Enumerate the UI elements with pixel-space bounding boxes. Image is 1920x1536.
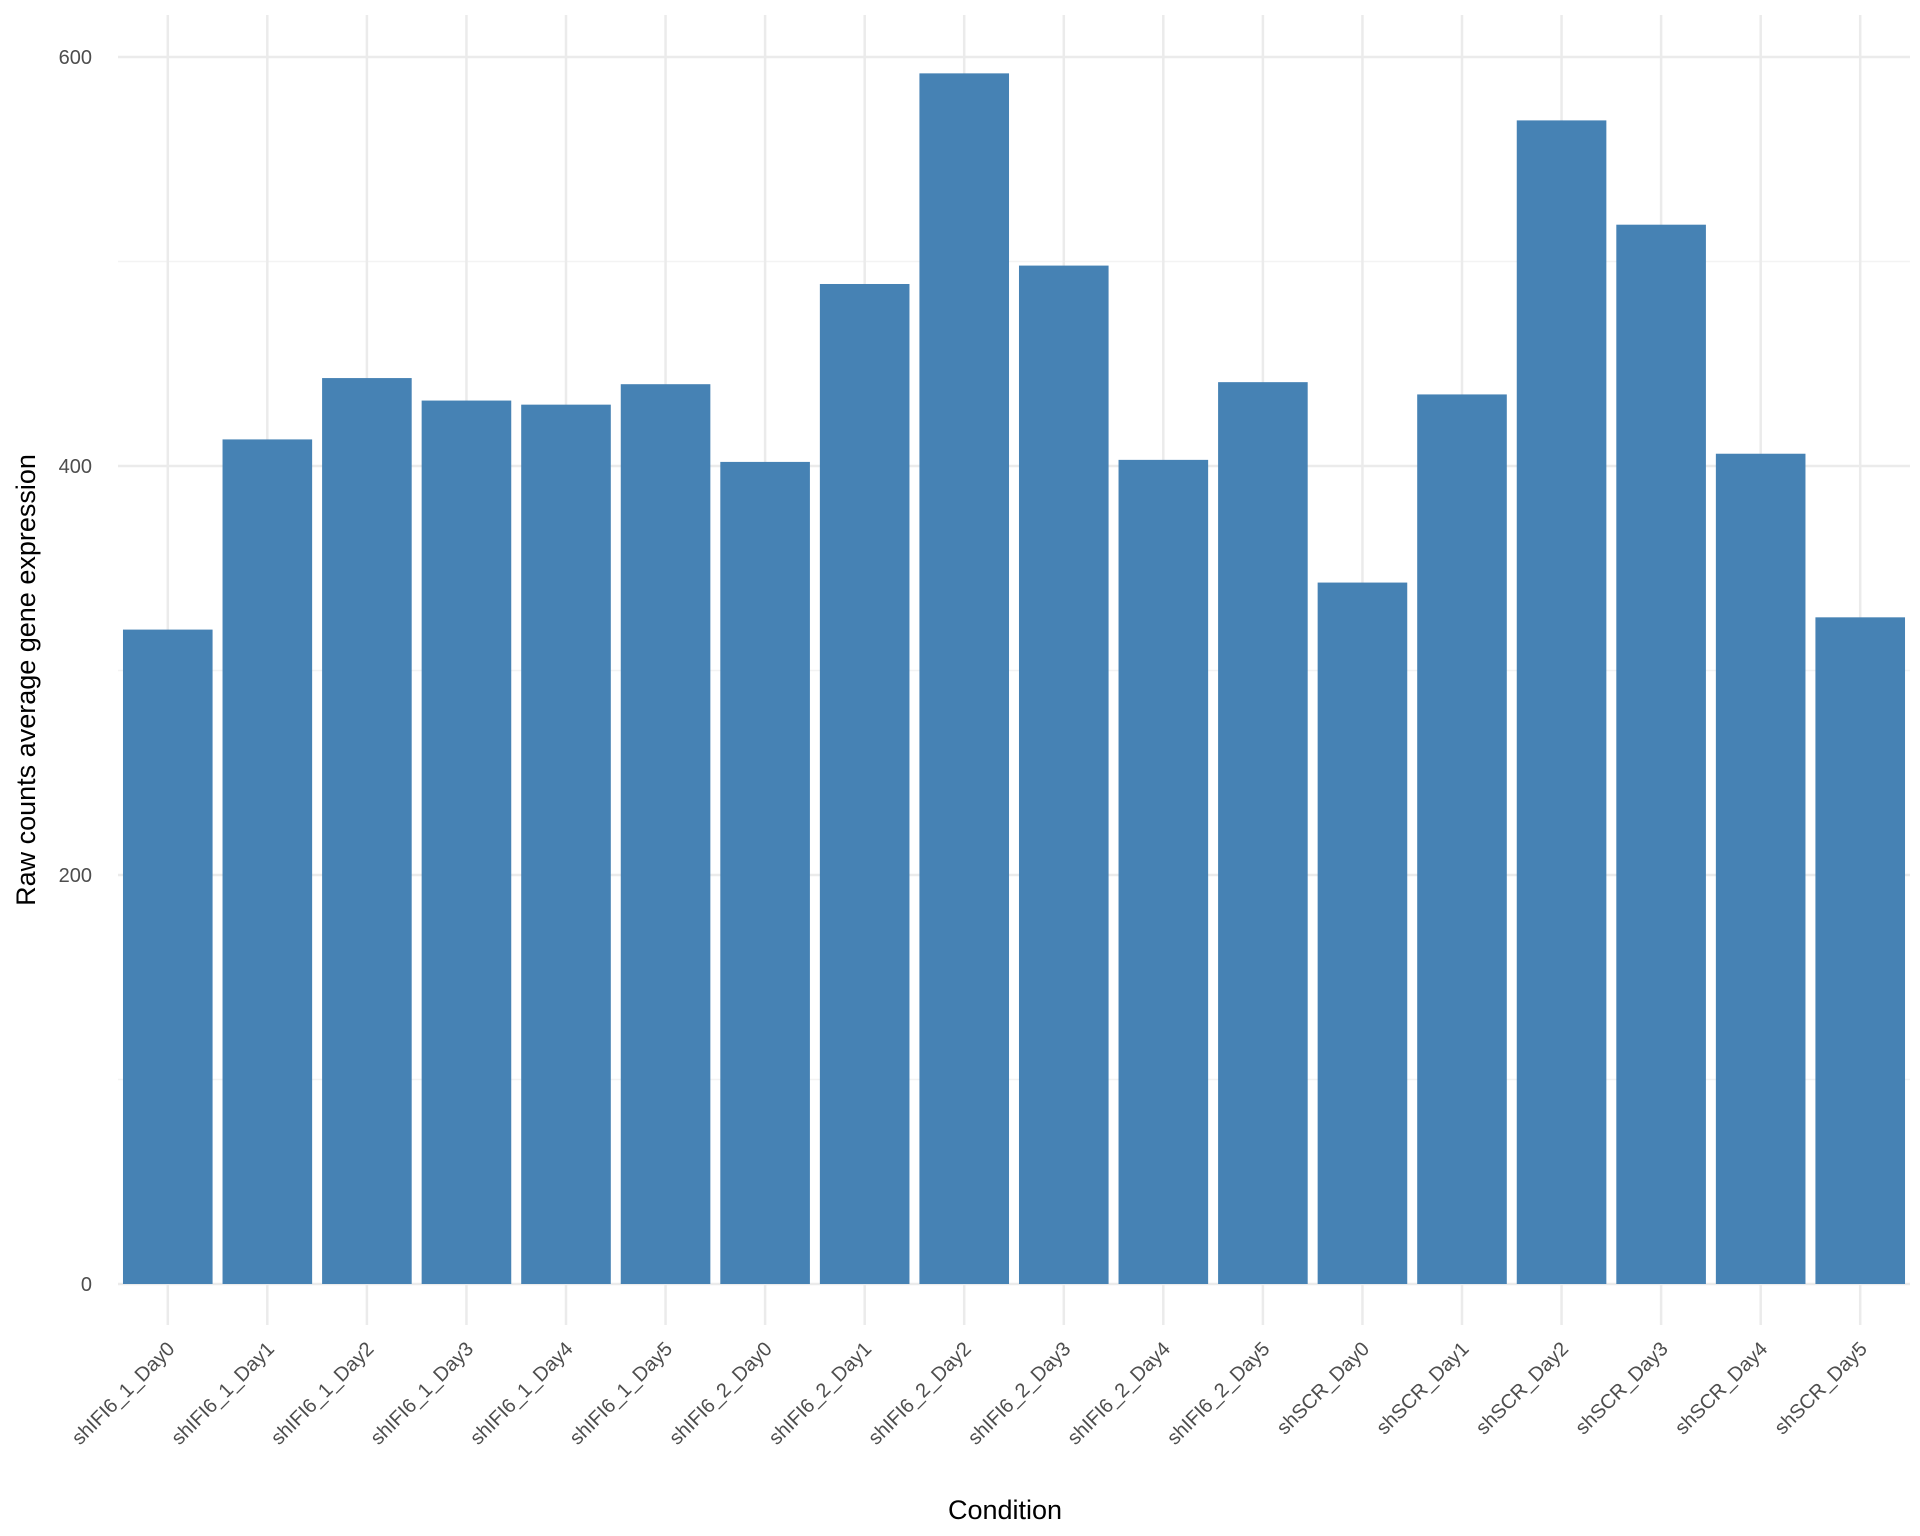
- bar-shIFI6_2_Day2: [919, 73, 1010, 1285]
- y-tick-label: 400: [59, 456, 92, 478]
- x-tick-label: shIFI6_1_Day4: [466, 1338, 577, 1449]
- bar-shSCR_Day0: [1317, 582, 1408, 1284]
- bar-shSCR_Day5: [1815, 617, 1906, 1284]
- x-tick-label: shIFI6_1_Day3: [367, 1338, 478, 1449]
- x-tick-label: shSCR_Day0: [1273, 1338, 1374, 1439]
- bar-shIFI6_1_Day2: [322, 378, 412, 1284]
- x-tick-label: shSCR_Day4: [1671, 1338, 1772, 1439]
- y-tick-labels: 0 200 400 600: [59, 47, 92, 1296]
- bar-shSCR_Day4: [1715, 453, 1806, 1285]
- x-axis-title: Condition: [948, 1495, 1062, 1525]
- bar-shIFI6_2_Day4: [1118, 459, 1209, 1284]
- x-tick-label: shIFI6_2_Day2: [864, 1338, 975, 1449]
- x-tick-label: shSCR_Day1: [1372, 1338, 1473, 1439]
- bar-shIFI6_2_Day3: [1018, 265, 1109, 1285]
- x-tick-label: shIFI6_1_Day0: [68, 1338, 179, 1449]
- bar-shIFI6_1_Day1: [222, 439, 313, 1284]
- bar-shIFI6_1_Day3: [421, 400, 512, 1284]
- x-tick-label: shIFI6_2_Day3: [964, 1338, 1075, 1449]
- bar-shIFI6_1_Day4: [521, 404, 611, 1284]
- bar-shIFI6_2_Day5: [1218, 382, 1308, 1284]
- bar-shSCR_Day3: [1616, 224, 1706, 1285]
- bar-shIFI6_2_Day1: [819, 283, 910, 1284]
- y-tick-label: 200: [59, 865, 92, 887]
- y-tick-label: 600: [59, 47, 92, 69]
- bar-shSCR_Day2: [1516, 120, 1607, 1284]
- bars: [122, 73, 1906, 1285]
- x-tick-label: shIFI6_2_Day5: [1163, 1338, 1274, 1449]
- y-tick-label: 0: [81, 1274, 92, 1296]
- x-tick-label: shIFI6_1_Day2: [267, 1338, 378, 1449]
- x-tick-label: shSCR_Day5: [1771, 1338, 1872, 1439]
- x-tick-label: shIFI6_2_Day0: [665, 1338, 776, 1449]
- x-tick-label: shSCR_Day3: [1571, 1338, 1672, 1439]
- bar-shIFI6_1_Day0: [122, 629, 213, 1284]
- bar-shIFI6_1_Day5: [620, 384, 711, 1284]
- x-tick-label: shIFI6_2_Day4: [1063, 1338, 1174, 1449]
- bar-shSCR_Day1: [1417, 394, 1507, 1284]
- bar-shIFI6_2_Day0: [720, 461, 810, 1284]
- x-tick-label: shSCR_Day2: [1472, 1338, 1573, 1439]
- x-tick-label: shIFI6_1_Day5: [566, 1338, 677, 1449]
- x-tick-label: shIFI6_2_Day1: [765, 1338, 876, 1449]
- x-tick-label: shIFI6_1_Day1: [167, 1338, 278, 1449]
- y-axis-title: Raw counts average gene expression: [11, 454, 41, 906]
- x-tick-labels: shIFI6_1_Day0shIFI6_1_Day1shIFI6_1_Day2s…: [68, 1338, 1872, 1449]
